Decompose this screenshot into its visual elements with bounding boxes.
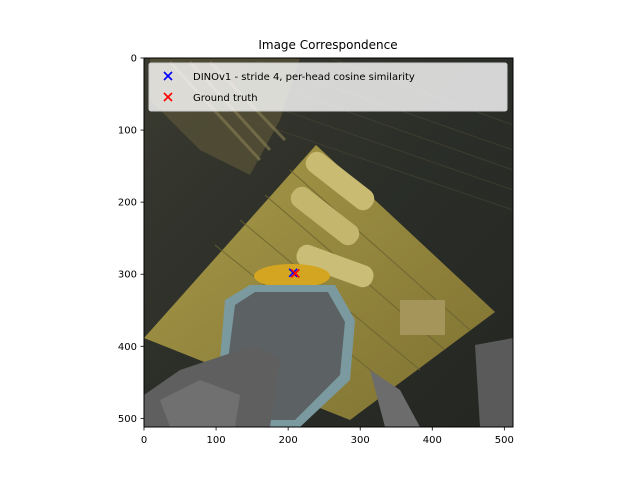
y-tick-label: 0	[131, 54, 137, 65]
data-point-series-1	[290, 268, 300, 279]
x-axis-ticks: 0 100 200 300 400 500	[141, 427, 514, 446]
y-tick-label: 100	[118, 126, 137, 137]
y-tick-label: 500	[118, 414, 137, 425]
x-tick-label: 0	[141, 435, 147, 446]
data-marks	[288, 268, 300, 279]
data-point-series-0	[288, 268, 298, 278]
background-image	[144, 58, 513, 427]
x-tick-label: 500	[495, 435, 514, 446]
x-tick-label: 400	[423, 435, 442, 446]
y-tick-label: 300	[118, 270, 137, 281]
legend-box	[148, 62, 508, 112]
y-tick-label: 400	[118, 342, 137, 353]
y-axis-ticks: 0 100 200 300 400 500	[118, 54, 144, 425]
legend-label-series-1: Ground truth	[193, 93, 258, 104]
legend-label-series-0: DINOv1 - stride 4, per-head cosine simil…	[193, 72, 415, 83]
x-tick-label: 200	[279, 435, 298, 446]
chart-title: Image Correspondence	[258, 38, 397, 52]
y-tick-label: 200	[118, 198, 137, 209]
legend-marker-series-0	[163, 71, 173, 81]
legend: DINOv1 - stride 4, per-head cosine simil…	[148, 62, 508, 112]
x-tick-label: 300	[351, 435, 370, 446]
plot-frame	[143, 57, 514, 428]
x-tick-label: 100	[207, 435, 226, 446]
legend-marker-series-1	[163, 92, 173, 102]
